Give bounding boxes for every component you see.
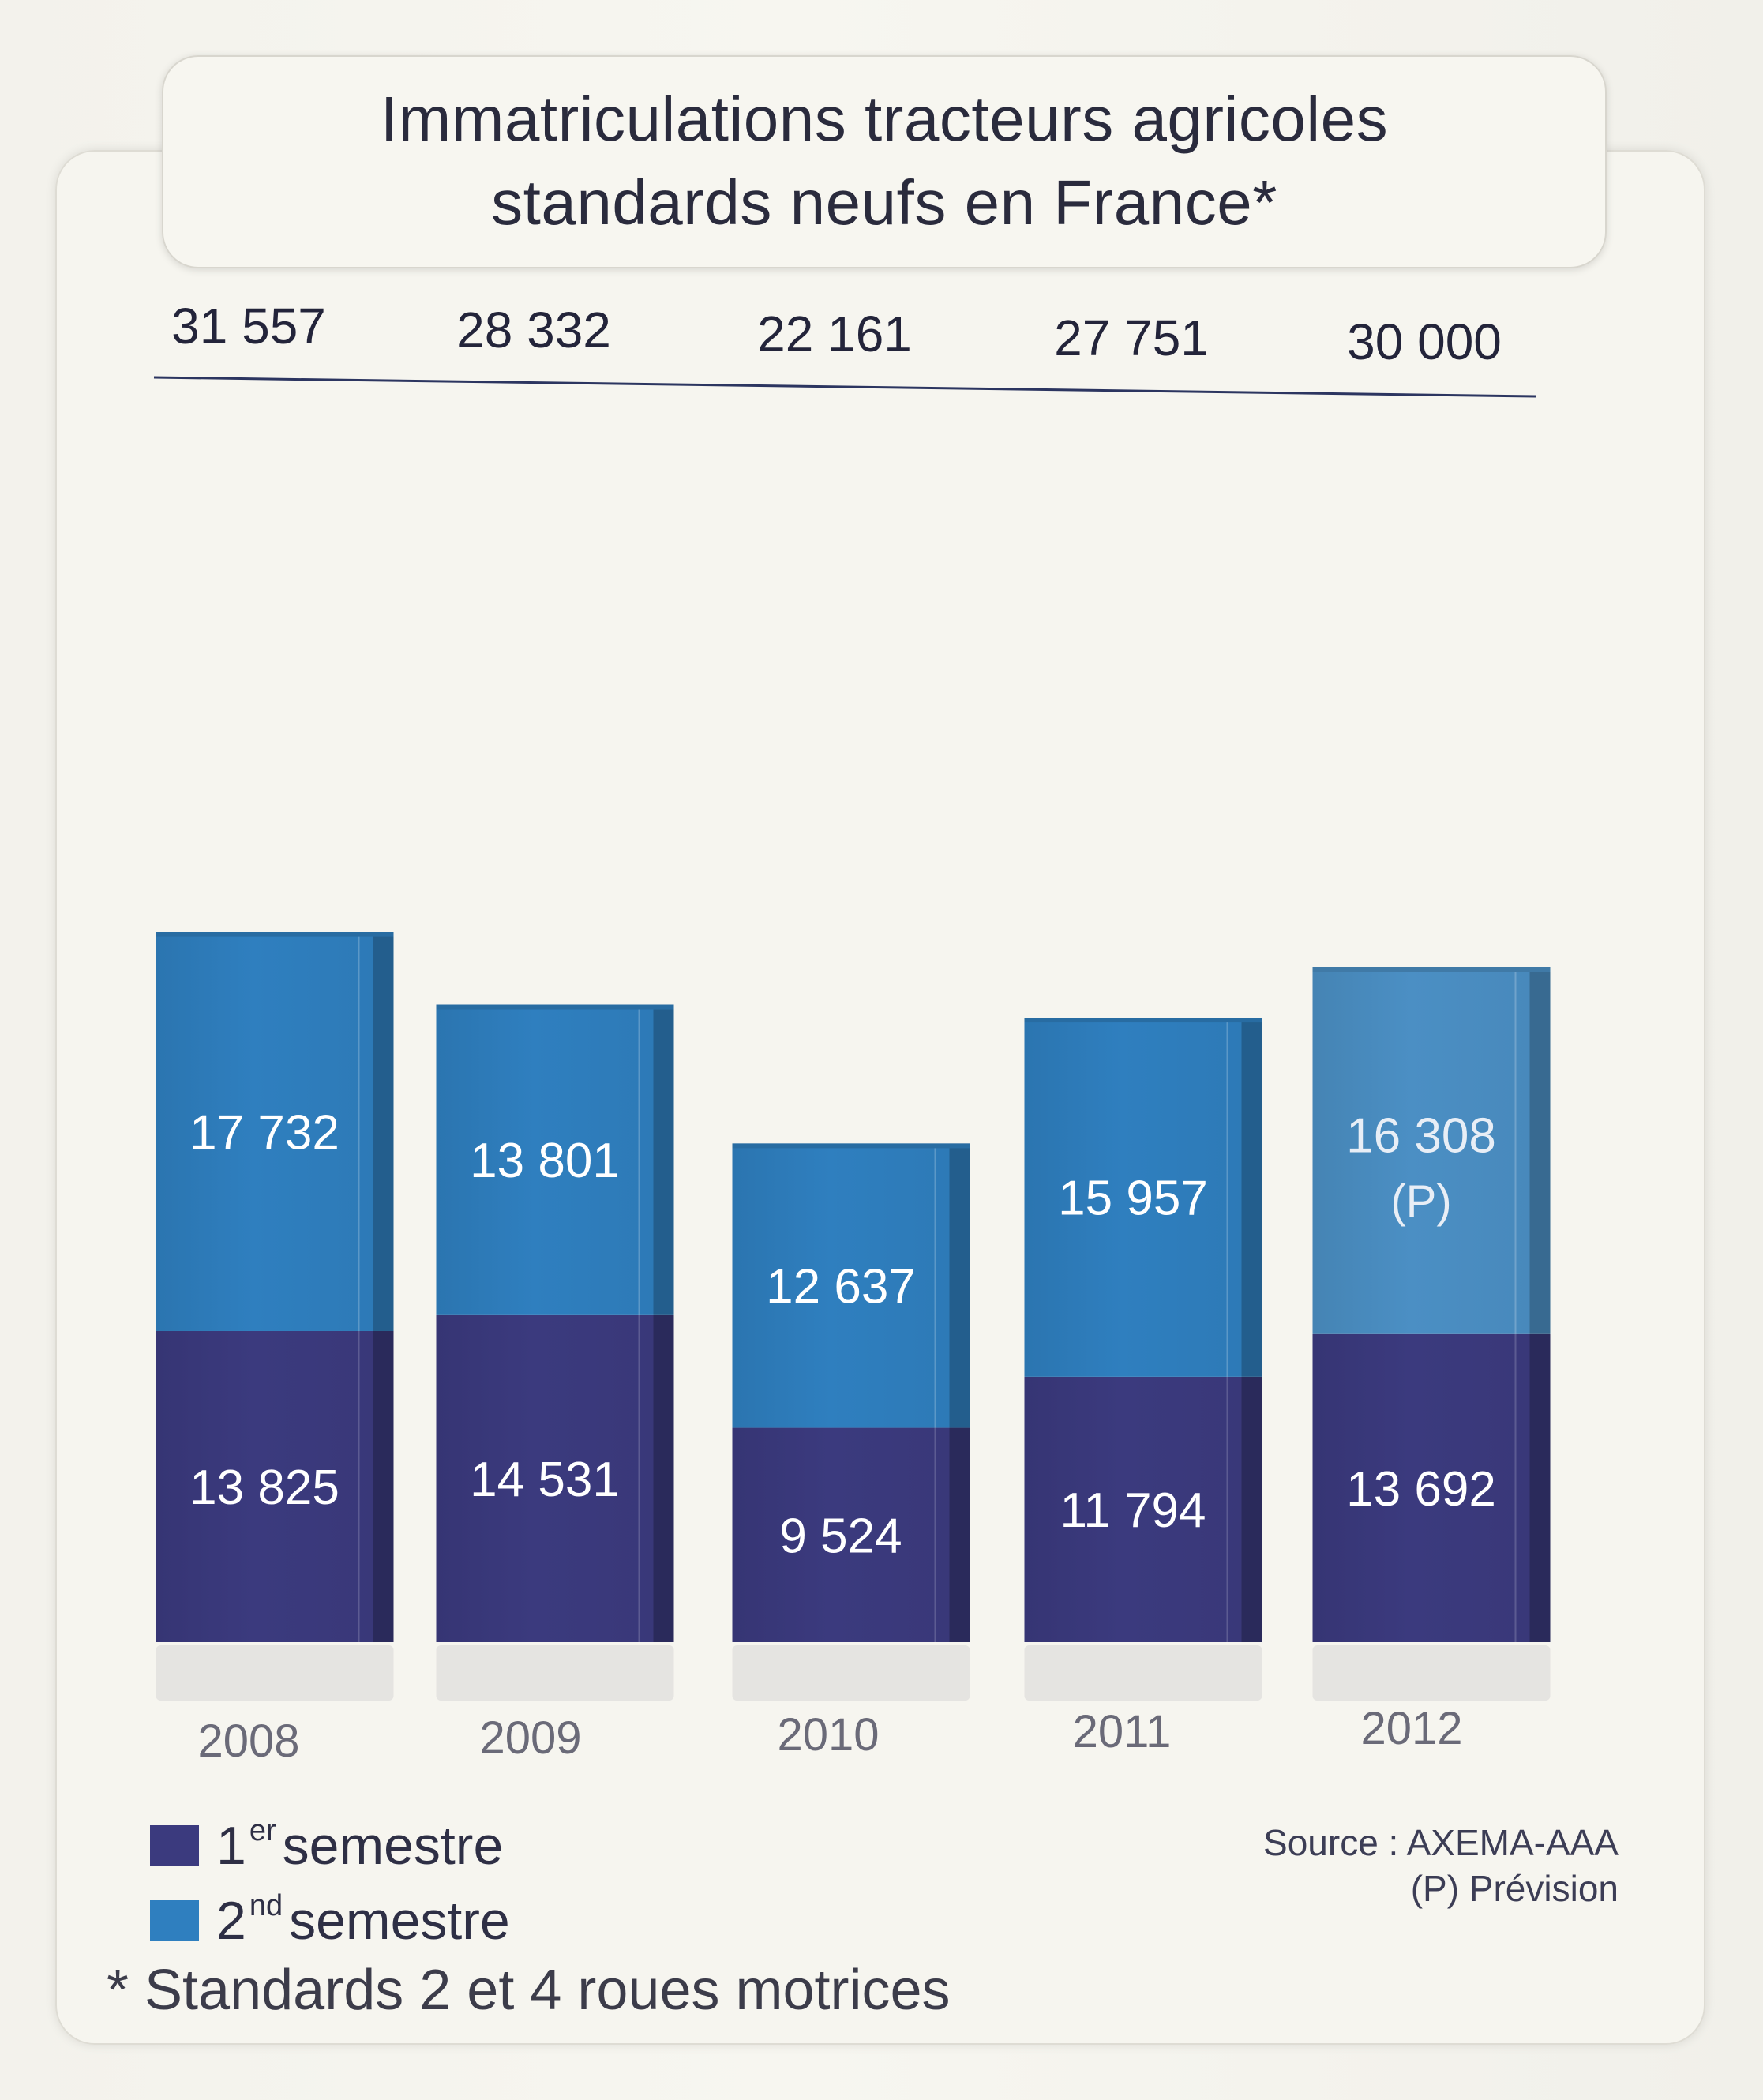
totals-rule — [153, 376, 1536, 398]
bar-segment-s1 — [1312, 1333, 1530, 1642]
bar-side-s2 — [1241, 1018, 1262, 1377]
data-label-s1: 11 794 — [1060, 1483, 1206, 1538]
total-label: 31 557 — [171, 298, 326, 354]
chart-title-line-1: Immatriculations tracteurs agricoles — [380, 84, 1389, 154]
bar-side-s2 — [949, 1143, 970, 1428]
bar-side-s1 — [1529, 1333, 1551, 1642]
x-tick-label: 2008 — [197, 1716, 299, 1767]
bar-side-s1 — [373, 1330, 394, 1642]
footnote: * Standards 2 et 4 roues motrices — [107, 1959, 951, 2022]
x-tick-label: 2011 — [1073, 1706, 1172, 1757]
data-label-s2: 13 801 — [470, 1134, 620, 1188]
bar-side-s2 — [1529, 967, 1551, 1334]
data-label-s2: 12 637 — [766, 1259, 916, 1314]
bar-top-s2 — [436, 1004, 674, 1010]
bar-top-s2 — [156, 932, 394, 937]
bar-shadow — [436, 1645, 674, 1701]
bar-top-s2 — [1024, 1018, 1262, 1023]
data-label-s1: 14 531 — [470, 1453, 620, 1507]
legend-swatch-s2 — [150, 1899, 199, 1941]
data-label-s1: 13 825 — [189, 1461, 339, 1515]
x-tick-label: 2012 — [1360, 1703, 1462, 1754]
bar-top-s2 — [732, 1143, 970, 1149]
prevision-note: (P) Prévision — [1410, 1868, 1619, 1909]
forecast-note-label: (P) — [1390, 1176, 1451, 1227]
x-tick-label: 2009 — [479, 1712, 581, 1764]
bar-segment-s1 — [732, 1427, 950, 1642]
bar-segment-s2 — [1024, 1018, 1242, 1377]
bar-segment-s2 — [732, 1143, 950, 1428]
chart-title-line-2: standards neufs en France* — [491, 167, 1277, 238]
bar-side-s1 — [1241, 1376, 1262, 1642]
data-label-s2: 16 308 — [1346, 1108, 1496, 1163]
data-label-s1: 13 692 — [1346, 1462, 1496, 1517]
bar-shadow — [1312, 1645, 1551, 1701]
bar-segment-s1 — [436, 1314, 654, 1642]
data-label-s2: 17 732 — [189, 1105, 339, 1160]
legend-swatch-s1 — [150, 1824, 199, 1866]
source-block: Source : AXEMA-AAA (P) Prévision — [1263, 1820, 1619, 1911]
legend-item-s1: 1 er semestre — [150, 1808, 510, 1883]
bar-segment-s2 — [156, 932, 373, 1331]
data-label-s1: 9 524 — [779, 1509, 902, 1563]
total-label: 27 751 — [1054, 309, 1209, 366]
bar-side-s1 — [949, 1427, 970, 1642]
total-label: 28 332 — [456, 302, 611, 358]
bar-segment-s2 — [436, 1004, 654, 1315]
bar-shadow — [1024, 1645, 1262, 1701]
bar-shadow — [732, 1645, 970, 1701]
chart-title-box: Immatriculations tracteurs agricoles sta… — [162, 55, 1607, 268]
bar-segment-s1 — [156, 1330, 373, 1642]
data-label-s2: 15 957 — [1058, 1171, 1208, 1225]
total-label: 22 161 — [757, 306, 912, 362]
bar-side-s1 — [653, 1314, 674, 1642]
legend-label-s1: 1 er semestre — [216, 1814, 504, 1876]
bar-shadow — [156, 1645, 394, 1701]
bar-segment-s1 — [1024, 1376, 1242, 1642]
bar-side-s2 — [653, 1004, 674, 1315]
total-label: 30 000 — [1347, 313, 1502, 370]
source-text: Source : AXEMA-AAA — [1263, 1822, 1619, 1863]
x-tick-label: 2010 — [777, 1709, 879, 1761]
bar-segment-s2 — [1312, 967, 1530, 1334]
bar-top-s2 — [1312, 967, 1551, 972]
bar-side-s2 — [373, 932, 394, 1331]
